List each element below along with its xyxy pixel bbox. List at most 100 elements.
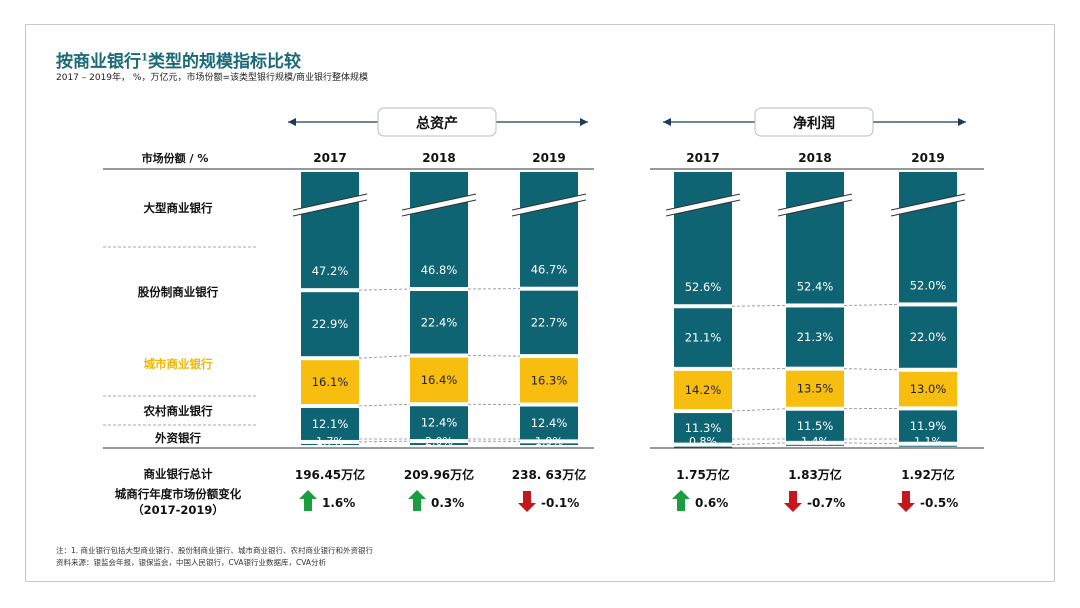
panel-1-label-2019-1: 46.7% [531, 263, 568, 277]
panel-1-bar-2017-1 [301, 172, 359, 289]
panel-2-total-2017: 1.75万亿 [676, 467, 730, 482]
row-label-3: 城市商业银行 [144, 357, 213, 371]
panel-2-bar-2019-4 [899, 410, 957, 442]
panel-1-bar-2017-5 [301, 443, 359, 445]
panel-1-total-2019: 238. 63万亿 [512, 467, 587, 482]
panel-2-connector-1-3 [731, 408, 787, 412]
panel-1-label-2019-4: 12.4% [531, 416, 568, 430]
panel-1-bar-2019-2 [520, 290, 578, 355]
panel-1-bar-2018-2 [410, 290, 468, 354]
panel-2-connector-2-4 [843, 442, 900, 445]
panel-2-up-arrow-icon-2017 [672, 490, 690, 511]
panel-2-label-2019-4: 11.9% [910, 419, 947, 433]
panel-1-bar-2017-4 [301, 408, 359, 440]
panel-2-label-2018-4: 11.5% [797, 419, 834, 433]
panel-1-up-arrow-icon-2018 [408, 490, 426, 511]
panel-1-break-line-b-2019 [511, 199, 587, 217]
panel-1-label-2017-5: 1.7% [316, 435, 344, 448]
panel-2-bar-2018-5 [786, 444, 844, 446]
panel-1-arrow-left-icon [288, 118, 296, 126]
panel-1-label-2019-3: 16.3% [531, 373, 568, 387]
panel-1-bar-2018-1 [410, 172, 468, 287]
row-label-4: 农村商业银行 [143, 404, 213, 418]
panel-1-label-2018-2: 22.4% [421, 315, 458, 329]
panel-2-arrow-right-icon [958, 118, 966, 126]
panel-2-label-2018-2: 21.3% [797, 330, 834, 344]
panel-2-break-gap-2018 [777, 194, 853, 216]
change-label: 城商行年度市场份额变化 [115, 487, 242, 501]
panel-2-break-line-b-2019 [890, 199, 966, 217]
panel-2-bar-2018-3 [786, 370, 844, 407]
panel-1-connector-1-4 [358, 440, 411, 443]
panel-1-year-2019: 2019 [532, 151, 565, 165]
panel-1-title-box [377, 107, 497, 137]
panel-2-label-2019-1: 52.0% [910, 278, 947, 292]
panel-2-break-line-b-2017 [665, 199, 741, 217]
panel-2-title-box [754, 107, 874, 137]
panel-1-bar-2018-5 [410, 443, 468, 445]
panel-2-year-2019: 2019 [911, 151, 944, 165]
panel-1-total-2017: 196.45万亿 [295, 467, 365, 482]
panel-1-label-2019-2: 22.7% [531, 315, 568, 329]
panel-1-break-line-a-2017 [292, 193, 368, 211]
source-note: 资料来源：银监会年报，银保监会，中国人民银行，CVA银行业数据库，CVA分析 [56, 558, 327, 567]
row-label-2: 股份制商业银行 [138, 285, 219, 299]
panel-2-change-2017: 0.6% [695, 496, 728, 510]
panel-2-bar-2018-2 [786, 307, 844, 367]
panel-2-total-2019: 1.92万亿 [901, 467, 955, 482]
panel-1-change-2019: -0.1% [541, 496, 579, 510]
panel-1-connector-1-2 [358, 355, 411, 359]
panel-2-connector-1-1 [731, 305, 787, 307]
panel-2-label-2017-2: 21.1% [685, 331, 722, 345]
panel-1-change-2017: 1.6% [322, 496, 355, 510]
panel-2-break-line-a-2018 [777, 193, 853, 211]
panel-1-label-2018-3: 16.4% [421, 373, 458, 387]
panel-1-bar-2019-1 [520, 172, 578, 287]
panel-1-down-arrow-icon-2019 [518, 491, 536, 512]
panel-1-total-2018: 209.96万亿 [404, 467, 474, 482]
panel-2-bar-2017-3 [674, 370, 732, 410]
panel-1-connector-1-1 [358, 288, 411, 291]
change-period-label: （2017-2019） [132, 503, 224, 517]
panel-2-label-2018-5: 1.4% [801, 435, 829, 448]
panel-1-break-line-b-2017 [292, 199, 368, 217]
panel-2-arrow-left-icon [663, 118, 671, 126]
panel-1-break-gap-2017 [292, 194, 368, 216]
panel-2-change-2018: -0.7% [807, 496, 845, 510]
panel-1-break-gap-2018 [401, 194, 477, 216]
panel-1-bar-2019-5 [520, 443, 578, 445]
panel-2-year-2018: 2018 [798, 151, 831, 165]
panel-1-bar-2018-4 [410, 406, 468, 440]
panel-1-arrow-right-icon [580, 118, 588, 126]
panel-2-break-gap-2017 [665, 194, 741, 216]
panel-1-bar-2019-4 [520, 406, 578, 440]
panel-2-bar-2018-1 [786, 172, 844, 304]
panel-1-break-gap-2019 [511, 194, 587, 216]
row-label-1: 大型商业银行 [144, 201, 213, 215]
panel-1-year-2017: 2017 [313, 151, 346, 165]
panel-1-label-2019-5: 1.9% [535, 435, 563, 448]
panel-2-break-line-a-2019 [890, 193, 966, 211]
panel-1-label-2018-5: 2.0% [425, 435, 453, 448]
panel-1-label-2018-1: 46.8% [421, 263, 458, 277]
panel-2-label-2018-1: 52.4% [797, 279, 834, 293]
panel-2-bar-2017-2 [674, 308, 732, 367]
panel-1-title: 总资产 [416, 115, 458, 132]
panel-1-label-2017-4: 12.1% [312, 417, 349, 431]
panel-2-connector-2-1 [843, 304, 900, 306]
panel-1-change-2018: 0.3% [431, 496, 464, 510]
panel-2-bar-2017-5 [674, 446, 732, 448]
panel-2-bar-2017-1 [674, 172, 732, 305]
panel-2-break-line-b-2018 [777, 199, 853, 217]
panel-2-bar-2017-4 [674, 413, 732, 443]
panel-2-down-arrow-icon-2018 [784, 491, 802, 512]
panel-1-break-line-b-2018 [401, 199, 477, 217]
footnote: 注：1. 商业银行包括大型商业银行、股份制商业银行、城市商业银行、农村商业银行和… [56, 546, 374, 555]
panel-1-label-2017-1: 47.2% [312, 264, 349, 278]
panel-1-connector-2-2 [467, 355, 521, 357]
panel-2-label-2017-4: 11.3% [685, 421, 722, 435]
panel-2-label-2019-5: 1.1% [914, 435, 942, 448]
panel-2-change-2019: -0.5% [920, 496, 958, 510]
panel-2-title: 净利润 [793, 115, 835, 132]
